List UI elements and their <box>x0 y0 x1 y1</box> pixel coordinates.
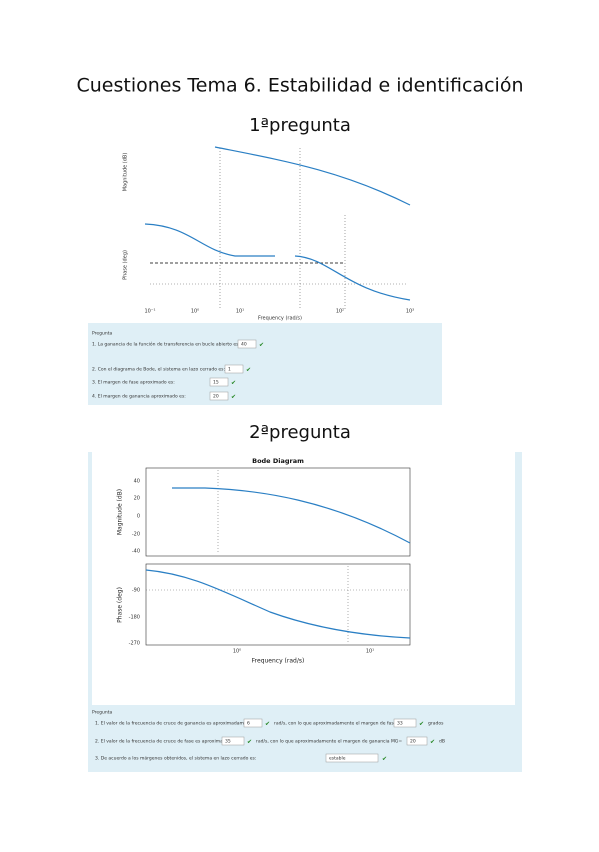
svg-text:✔: ✔ <box>419 721 424 728</box>
tick-label: 10² <box>336 309 344 315</box>
axis-label: Frequency (rad/s) <box>258 316 302 322</box>
tick-label: 10¹ <box>236 309 244 315</box>
svg-text:✔: ✔ <box>430 739 435 746</box>
answer[interactable]: 15 <box>213 380 219 386</box>
heading: 1ªpregunta <box>249 115 351 136</box>
question: 1. El valor de la frecuencia de cruce de… <box>95 721 256 727</box>
axis-label: Magnitude (dB) <box>117 489 124 535</box>
svg-text:✔: ✔ <box>246 367 251 374</box>
tick-label: -20 <box>132 532 140 538</box>
form-label: Pregunta <box>92 710 112 716</box>
axis-label: Frequency (rad/s) <box>252 658 305 665</box>
question: rad/s, con lo que aproximadamente el mar… <box>274 721 408 727</box>
axis-label: Phase (deg) <box>117 587 124 623</box>
title: Cuestiones Tema 6. Estabilidad e identif… <box>76 75 523 97</box>
tick-label: 10⁰ <box>233 649 241 655</box>
question: 1. La ganancia de la función de transfer… <box>92 341 240 348</box>
answer[interactable]: 20 <box>213 394 219 400</box>
svg-text:✔: ✔ <box>231 380 236 387</box>
tick-label: 0 <box>137 514 140 520</box>
svg-text:✔: ✔ <box>247 739 252 746</box>
answer[interactable]: 40 <box>241 342 247 348</box>
svg-text:✔: ✔ <box>231 394 236 401</box>
answer[interactable]: 33 <box>397 721 403 727</box>
tick-label: -270 <box>129 641 140 647</box>
tick-label: -180 <box>129 615 140 621</box>
tick-label: 20 <box>134 496 140 502</box>
heading: 2ªpregunta <box>249 422 351 443</box>
svg-text:✔: ✔ <box>259 342 264 349</box>
unit: dB <box>439 739 445 745</box>
unit: grados <box>428 721 444 727</box>
question: 2. El valor de la frecuencia de cruce de… <box>95 739 245 745</box>
answer[interactable]: estable <box>329 756 346 762</box>
tick-label: 40 <box>134 479 140 485</box>
question: 3. De acuerdo a los márgenes obtenidos, … <box>95 755 256 762</box>
question: 4. El margen de ganancia aproximado es: <box>92 394 186 400</box>
tick-label: -40 <box>132 549 140 555</box>
answer[interactable]: 35 <box>225 739 231 745</box>
plot-title: Bode Diagram <box>252 457 304 465</box>
tick-label: 10³ <box>406 309 414 315</box>
question: 3. El margen de fase aproximado es: <box>92 380 175 386</box>
plot-area <box>92 452 515 705</box>
tick-label: 10⁰ <box>191 309 199 315</box>
tick-label: 10¹ <box>366 649 374 655</box>
svg-text:✔: ✔ <box>265 721 270 728</box>
axis-label: Magnitude (dB) <box>123 153 129 192</box>
plot-area <box>88 145 442 323</box>
tick-label: 10⁻¹ <box>144 309 155 315</box>
axis-label: Phase (deg) <box>123 250 129 280</box>
svg-text:✔: ✔ <box>382 756 387 763</box>
form-label: Pregunta <box>92 331 112 337</box>
answer[interactable]: 20 <box>410 739 416 745</box>
answer[interactable]: 6 <box>247 721 250 727</box>
tick-label: -90 <box>132 588 140 594</box>
question: 2. Con el diagrama de Bode, el sistema e… <box>92 367 225 373</box>
question: rad/s, con lo que aproximadamente el mar… <box>256 739 402 745</box>
answer[interactable]: 1 <box>228 367 231 373</box>
